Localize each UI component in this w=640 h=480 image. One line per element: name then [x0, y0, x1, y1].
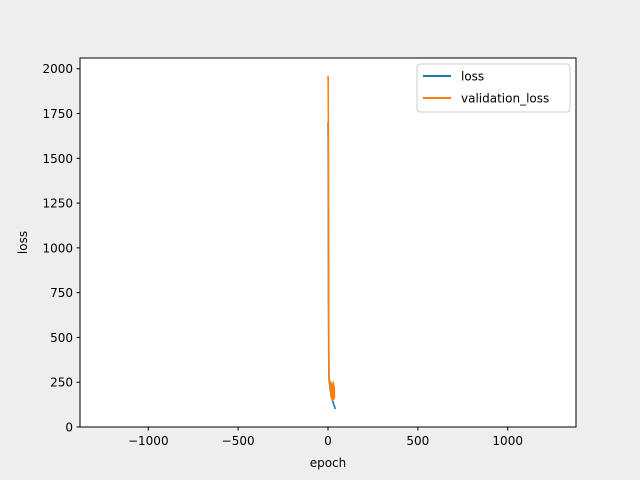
x-tick-label: 1000 [492, 434, 523, 448]
x-tick-label: −500 [222, 434, 255, 448]
legend-label-validation-loss: validation_loss [461, 92, 549, 106]
y-tick-label: 250 [50, 376, 73, 390]
plot-frame [79, 57, 577, 428]
y-tick-label: 1500 [42, 152, 73, 166]
y-tick-label: 500 [50, 331, 73, 345]
x-axis-label: epoch [310, 456, 347, 470]
y-tick-label: 750 [50, 286, 73, 300]
legend-box [416, 63, 571, 113]
series-line-validation-loss [327, 75, 336, 401]
y-tick-label: 1750 [42, 107, 73, 121]
x-tick-label: 500 [406, 434, 429, 448]
legend: loss validation_loss [416, 63, 571, 113]
y-tick-label: 0 [65, 421, 73, 435]
x-tick-label: −1000 [128, 434, 169, 448]
y-tick-label: 2000 [42, 62, 73, 76]
y-tick-label: 1250 [42, 197, 73, 211]
y-axis-label: loss [16, 231, 30, 254]
legend-label-loss: loss [461, 70, 484, 84]
y-tick-label: 1000 [42, 241, 73, 255]
x-axis-ticks: −1000 −500 0 500 1000 [128, 427, 523, 448]
y-axis-ticks: 0 250 500 750 1000 1250 1500 1750 2000 [42, 62, 80, 435]
series-layer [327, 75, 336, 410]
x-tick-label: 0 [324, 434, 332, 448]
